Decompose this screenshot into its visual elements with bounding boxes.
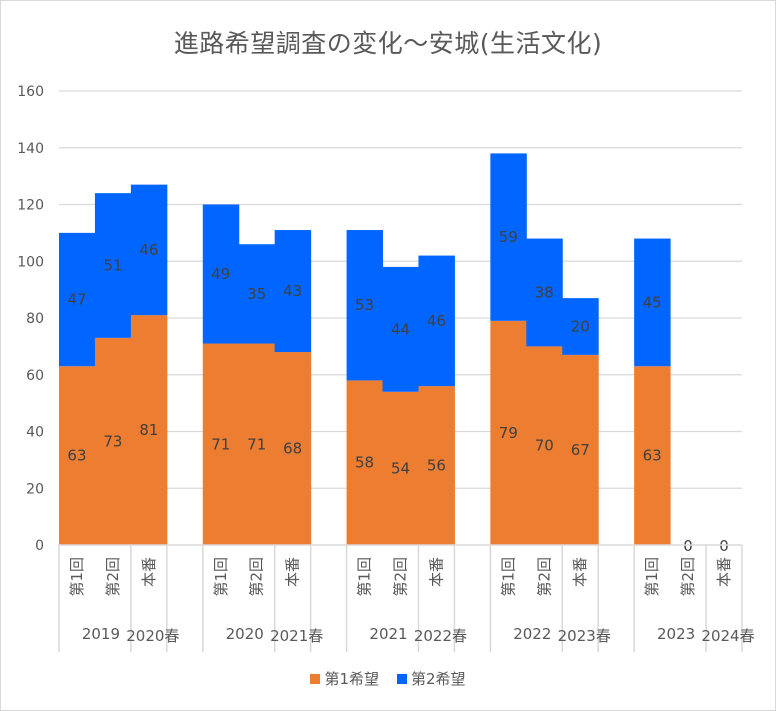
bar-segment-second-choice xyxy=(59,232,96,367)
bar-segment-second-choice xyxy=(526,238,563,347)
group-label-spring: 2024春 xyxy=(701,627,754,645)
data-label: 79 xyxy=(499,424,518,442)
data-label: 49 xyxy=(211,265,230,283)
data-label-zero: 0 xyxy=(719,537,729,555)
y-tick-label: 60 xyxy=(26,368,44,384)
data-label: 46 xyxy=(139,241,158,259)
bar-segment-first-choice xyxy=(634,366,671,545)
bar-segment-second-choice xyxy=(562,298,599,355)
legend-label-second-choice: 第2希望 xyxy=(411,670,466,688)
group-label-spring: 2020春 xyxy=(126,627,179,645)
bar-segment-second-choice xyxy=(634,238,671,367)
bar-segment-second-choice xyxy=(382,266,419,392)
data-label: 38 xyxy=(535,283,554,301)
category-label: 本番 xyxy=(715,557,733,587)
bar-segment-first-choice xyxy=(526,346,563,545)
category-label: 第2回 xyxy=(104,557,122,597)
data-label: 44 xyxy=(391,320,410,338)
data-label: 58 xyxy=(355,454,374,472)
data-label: 47 xyxy=(67,291,86,309)
bar-segment-second-choice xyxy=(94,193,132,338)
legend-item-first-choice[interactable]: 第1希望 xyxy=(310,668,379,689)
group-label-year: 2020 xyxy=(226,625,264,643)
y-tick-label: 0 xyxy=(35,538,44,554)
category-label: 第2回 xyxy=(248,557,266,597)
group-label-spring: 2023春 xyxy=(558,627,611,645)
bar-segment-first-choice xyxy=(490,320,527,545)
bar-segment-second-choice xyxy=(202,204,240,344)
group-label-year: 2019 xyxy=(82,625,120,643)
category-label: 第2回 xyxy=(535,557,553,597)
y-tick-label: 140 xyxy=(17,141,44,157)
bar-segment-first-choice xyxy=(94,337,132,545)
data-label: 53 xyxy=(355,296,374,314)
data-label: 56 xyxy=(427,457,446,475)
data-label: 70 xyxy=(535,437,554,455)
bar-segment-second-choice xyxy=(130,184,168,316)
data-label: 73 xyxy=(103,432,122,450)
bar-segment-second-choice xyxy=(346,230,384,381)
category-label: 本番 xyxy=(571,557,589,587)
category-label: 第1回 xyxy=(356,557,374,597)
y-tick-label: 160 xyxy=(17,84,44,100)
data-label: 35 xyxy=(247,285,266,303)
bar-segment-first-choice xyxy=(202,343,240,545)
bar-segment-second-choice xyxy=(274,230,312,353)
y-tick-label: 120 xyxy=(17,198,44,214)
bar-segment-first-choice xyxy=(130,315,168,545)
category-label: 第2回 xyxy=(392,557,410,597)
legend-swatch-second-choice xyxy=(397,673,407,684)
bar-segment-first-choice xyxy=(346,380,384,545)
data-label: 63 xyxy=(643,447,662,465)
category-label: 本番 xyxy=(140,557,158,587)
bar-segment-first-choice xyxy=(382,391,419,545)
data-label-zero: 0 xyxy=(683,537,693,555)
group-label-year: 2021 xyxy=(369,625,407,643)
chart-title: 進路希望調査の変化～安城(生活文化) xyxy=(173,29,603,58)
y-tick-label: 100 xyxy=(17,254,44,270)
bar-segment-second-choice xyxy=(238,244,276,344)
category-label: 本番 xyxy=(284,557,302,587)
bar-segment-first-choice xyxy=(562,354,599,545)
category-label: 本番 xyxy=(427,557,445,587)
data-label: 54 xyxy=(391,459,410,477)
data-label: 59 xyxy=(499,228,518,246)
category-label: 第1回 xyxy=(68,557,86,597)
category-label: 第1回 xyxy=(499,557,517,597)
group-label-spring: 2021春 xyxy=(270,627,323,645)
group-label-spring: 2022春 xyxy=(414,627,467,645)
data-label: 81 xyxy=(139,421,158,439)
y-tick-label: 80 xyxy=(26,311,44,327)
data-label: 20 xyxy=(571,318,590,336)
legend-swatch-first-choice xyxy=(310,673,321,684)
category-label: 第1回 xyxy=(643,557,661,597)
group-label-year: 2022 xyxy=(513,625,551,643)
bar-segment-first-choice xyxy=(59,366,96,545)
bar-segment-first-choice xyxy=(418,386,455,545)
y-tick-label: 40 xyxy=(26,425,44,441)
data-label: 67 xyxy=(571,441,590,459)
legend-label-first-choice: 第1希望 xyxy=(324,670,379,688)
bar-segment-second-choice xyxy=(418,255,455,387)
bar-segment-first-choice xyxy=(274,352,312,545)
legend-item-second-choice[interactable]: 第2希望 xyxy=(397,668,466,689)
category-label: 第1回 xyxy=(212,557,230,597)
data-label: 71 xyxy=(247,435,266,453)
bar-segment-first-choice xyxy=(238,343,276,545)
legend: 第1希望 第2希望 xyxy=(0,668,776,689)
data-label: 45 xyxy=(643,293,662,311)
category-label: 第2回 xyxy=(679,557,697,597)
bar-segment-second-choice xyxy=(490,153,527,321)
group-label-year: 2023 xyxy=(657,625,695,643)
data-label: 46 xyxy=(427,312,446,330)
data-label: 68 xyxy=(283,440,302,458)
data-label: 43 xyxy=(283,282,302,300)
y-tick-label: 20 xyxy=(26,481,44,497)
data-label: 51 xyxy=(103,257,122,275)
data-label: 71 xyxy=(211,435,230,453)
data-label: 63 xyxy=(67,447,86,465)
